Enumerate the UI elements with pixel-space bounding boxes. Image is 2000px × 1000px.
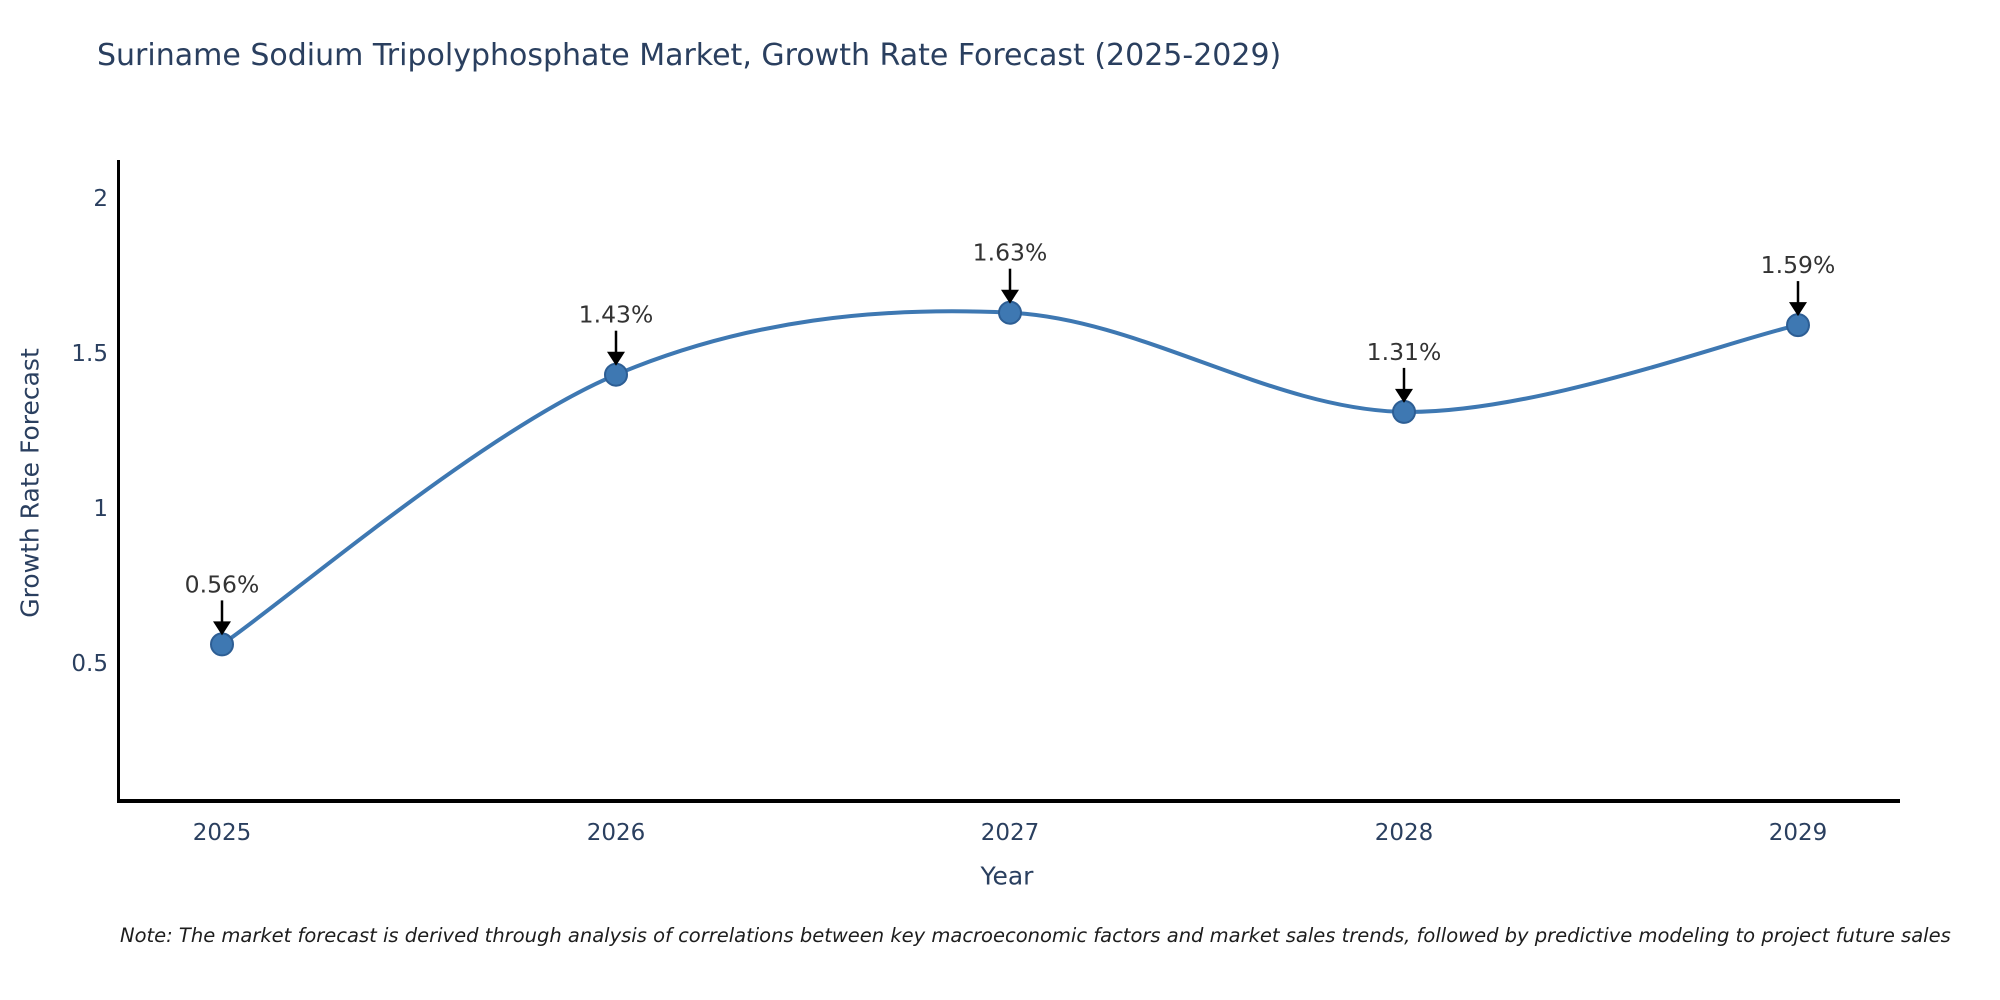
y-tick-label: 0.5 bbox=[71, 651, 108, 677]
data-point-label: 1.63% bbox=[973, 239, 1048, 267]
y-tick-label: 1.5 bbox=[71, 341, 108, 367]
data-point-label: 1.31% bbox=[1367, 338, 1442, 366]
data-point-marker bbox=[1392, 399, 1416, 424]
x-tick-label: 2028 bbox=[1375, 820, 1434, 846]
annotation-arrowhead-icon bbox=[1789, 302, 1807, 317]
annotation-arrowhead-icon bbox=[213, 621, 231, 636]
chart-title: Suriname Sodium Tripolyphosphate Market,… bbox=[97, 38, 1282, 73]
data-point-marker bbox=[998, 300, 1022, 325]
annotation-arrowhead-icon bbox=[607, 351, 625, 366]
x-tick-label: 2029 bbox=[1769, 820, 1828, 846]
x-axis-title: Year bbox=[980, 861, 1034, 891]
data-point-marker bbox=[1786, 313, 1810, 338]
y-tick-label: 2 bbox=[93, 186, 108, 212]
data-point-marker bbox=[210, 632, 234, 657]
data-point-label: 0.56% bbox=[185, 570, 260, 598]
data-point-label: 1.43% bbox=[579, 301, 654, 329]
annotation-arrowhead-icon bbox=[1001, 289, 1019, 304]
y-tick-label: 1 bbox=[93, 496, 108, 522]
footnote: Note: The market forecast is derived thr… bbox=[120, 924, 1951, 947]
data-point-label: 1.59% bbox=[1761, 251, 1836, 279]
x-tick-label: 2027 bbox=[981, 820, 1040, 846]
forecast-line-series bbox=[220, 309, 1800, 647]
annotation-arrowhead-icon bbox=[1395, 388, 1413, 403]
data-point-marker bbox=[604, 362, 628, 387]
x-tick-label: 2025 bbox=[193, 820, 252, 846]
x-tick-label: 2026 bbox=[587, 820, 646, 846]
